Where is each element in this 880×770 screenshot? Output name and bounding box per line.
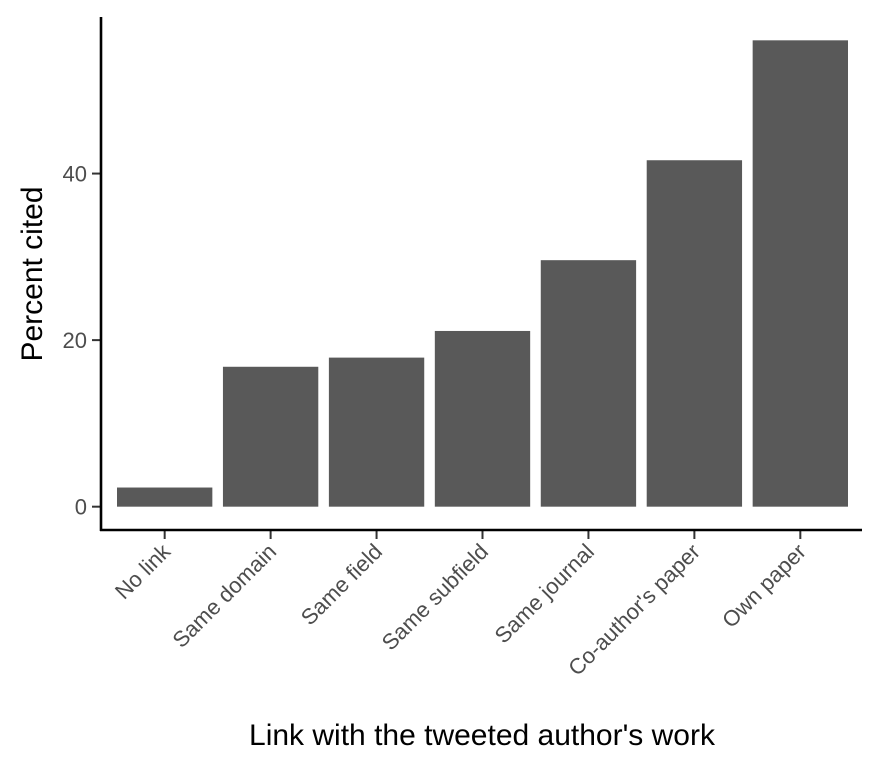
y-axis-ticks: 0 20 40 xyxy=(63,162,100,520)
bar-same-subfield xyxy=(434,330,531,507)
bar-same-field xyxy=(328,357,425,507)
x-tick-label: No link xyxy=(110,538,176,604)
bars-group xyxy=(117,40,848,507)
bar-co-author-s-paper xyxy=(646,160,743,507)
x-tick-label: Same journal xyxy=(490,539,599,648)
bar-own-paper xyxy=(752,40,848,507)
x-tick-label: Same subfield xyxy=(377,539,493,655)
y-tick-label: 20 xyxy=(63,328,87,353)
y-axis-title: Percent cited xyxy=(16,186,49,361)
y-tick-label: 0 xyxy=(75,495,87,520)
bar-same-domain xyxy=(222,366,319,507)
x-tick-label: Own paper xyxy=(717,539,811,633)
x-tick-label: Same domain xyxy=(167,539,281,653)
bar-same-journal xyxy=(540,260,637,507)
x-axis-title: Link with the tweeted author's work xyxy=(249,719,716,752)
bar-no-link xyxy=(117,487,213,507)
y-tick-label: 40 xyxy=(63,162,87,187)
x-tick-label: Same field xyxy=(296,539,387,630)
